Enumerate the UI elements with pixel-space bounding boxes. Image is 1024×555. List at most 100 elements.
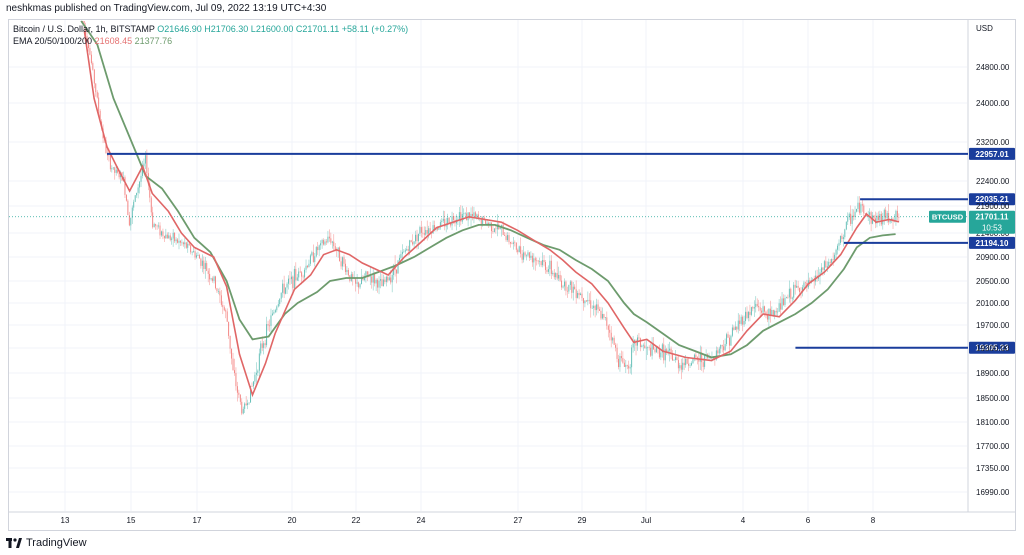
y-tick-label-3: 22400.00 (976, 177, 1010, 186)
candle-body (436, 227, 438, 230)
candle-body (853, 215, 855, 217)
candle (879, 210, 881, 227)
candle-body (561, 280, 563, 288)
candle-body (536, 260, 538, 262)
candle-body (441, 220, 443, 223)
candle-body (660, 352, 662, 358)
candle (550, 255, 552, 279)
candle-body (692, 358, 694, 364)
candle (775, 307, 777, 316)
candle-body (152, 212, 154, 228)
candle (850, 205, 852, 226)
candle-body (426, 230, 428, 234)
candle (177, 237, 179, 244)
candle (606, 311, 608, 330)
candle-body (352, 274, 354, 279)
level-price-label-1: 22035.21 (975, 195, 1009, 204)
candle-body (885, 209, 887, 219)
candle (768, 308, 770, 329)
candle-body (622, 358, 624, 363)
candle (388, 274, 390, 281)
candle (325, 239, 327, 246)
candle (526, 254, 528, 261)
y-tick-label-2: 23200.00 (976, 138, 1010, 147)
candle (172, 229, 174, 247)
candle (258, 348, 260, 377)
x-tick-label-6: 27 (514, 516, 523, 525)
candle-body (461, 214, 463, 222)
candle-body (766, 315, 768, 320)
candle (612, 336, 614, 344)
candle-body (112, 167, 114, 169)
candle-body (419, 227, 421, 234)
candle-body (818, 276, 820, 279)
candle-body (413, 241, 415, 245)
candle (419, 225, 421, 237)
candle (163, 235, 165, 242)
candle-body (854, 211, 856, 217)
candle (251, 382, 253, 387)
candle (461, 205, 463, 224)
x-tick-label-10: 6 (806, 516, 811, 525)
candle (140, 169, 142, 188)
candle-body (250, 386, 252, 403)
candle (517, 248, 519, 255)
candle-body (625, 364, 627, 367)
candle-body (526, 255, 528, 257)
candle (425, 226, 427, 236)
candle-body (442, 218, 444, 221)
candle-body (514, 242, 516, 243)
candle (533, 253, 535, 270)
candle (296, 273, 298, 281)
candle-body (444, 218, 446, 227)
candle (572, 281, 574, 301)
candle-body (99, 110, 101, 122)
candle-body (610, 332, 612, 341)
candle-body (254, 374, 256, 382)
candle-body (204, 263, 206, 269)
candle (696, 356, 698, 365)
candle (344, 259, 346, 275)
candle-body (327, 236, 329, 243)
price-axis[interactable]: USD 24800.00 24000.00 23200.00 22400.00 21900… (976, 24, 1010, 497)
y-tick-label-12: 18500.00 (976, 394, 1010, 403)
candle (597, 299, 599, 314)
candle-body (117, 169, 119, 173)
candle-body (361, 276, 363, 285)
candle (585, 300, 587, 303)
candle (618, 354, 620, 370)
candle (593, 300, 595, 316)
chart-pane[interactable] (8, 19, 1016, 531)
time-axis[interactable]: 13 15 17 20 22 24 27 29 Jul 4 6 8 (61, 516, 876, 525)
candle-body (406, 249, 408, 251)
candle (355, 277, 357, 292)
candle (241, 398, 243, 416)
candle-body (512, 242, 514, 244)
candle-body (883, 209, 885, 218)
candle (761, 308, 763, 316)
candle-body (585, 300, 587, 302)
candle (819, 268, 821, 285)
candle (546, 266, 548, 275)
candle (747, 310, 749, 322)
candle-body (733, 327, 735, 330)
candle (515, 242, 517, 253)
candle (880, 211, 882, 227)
candle-body (565, 281, 567, 291)
candle-body (87, 41, 89, 48)
candle-body (787, 297, 789, 298)
candle (171, 236, 173, 245)
candle-body (842, 237, 844, 240)
candle-body (848, 213, 850, 217)
candle (181, 239, 183, 246)
candle-body (864, 213, 866, 214)
candle-body (130, 217, 132, 226)
candle-body (236, 386, 238, 393)
candle (720, 344, 722, 354)
candle-body (511, 243, 513, 245)
candle-body (615, 344, 617, 348)
candle (216, 287, 218, 293)
candle (191, 251, 193, 256)
candle (290, 271, 292, 284)
